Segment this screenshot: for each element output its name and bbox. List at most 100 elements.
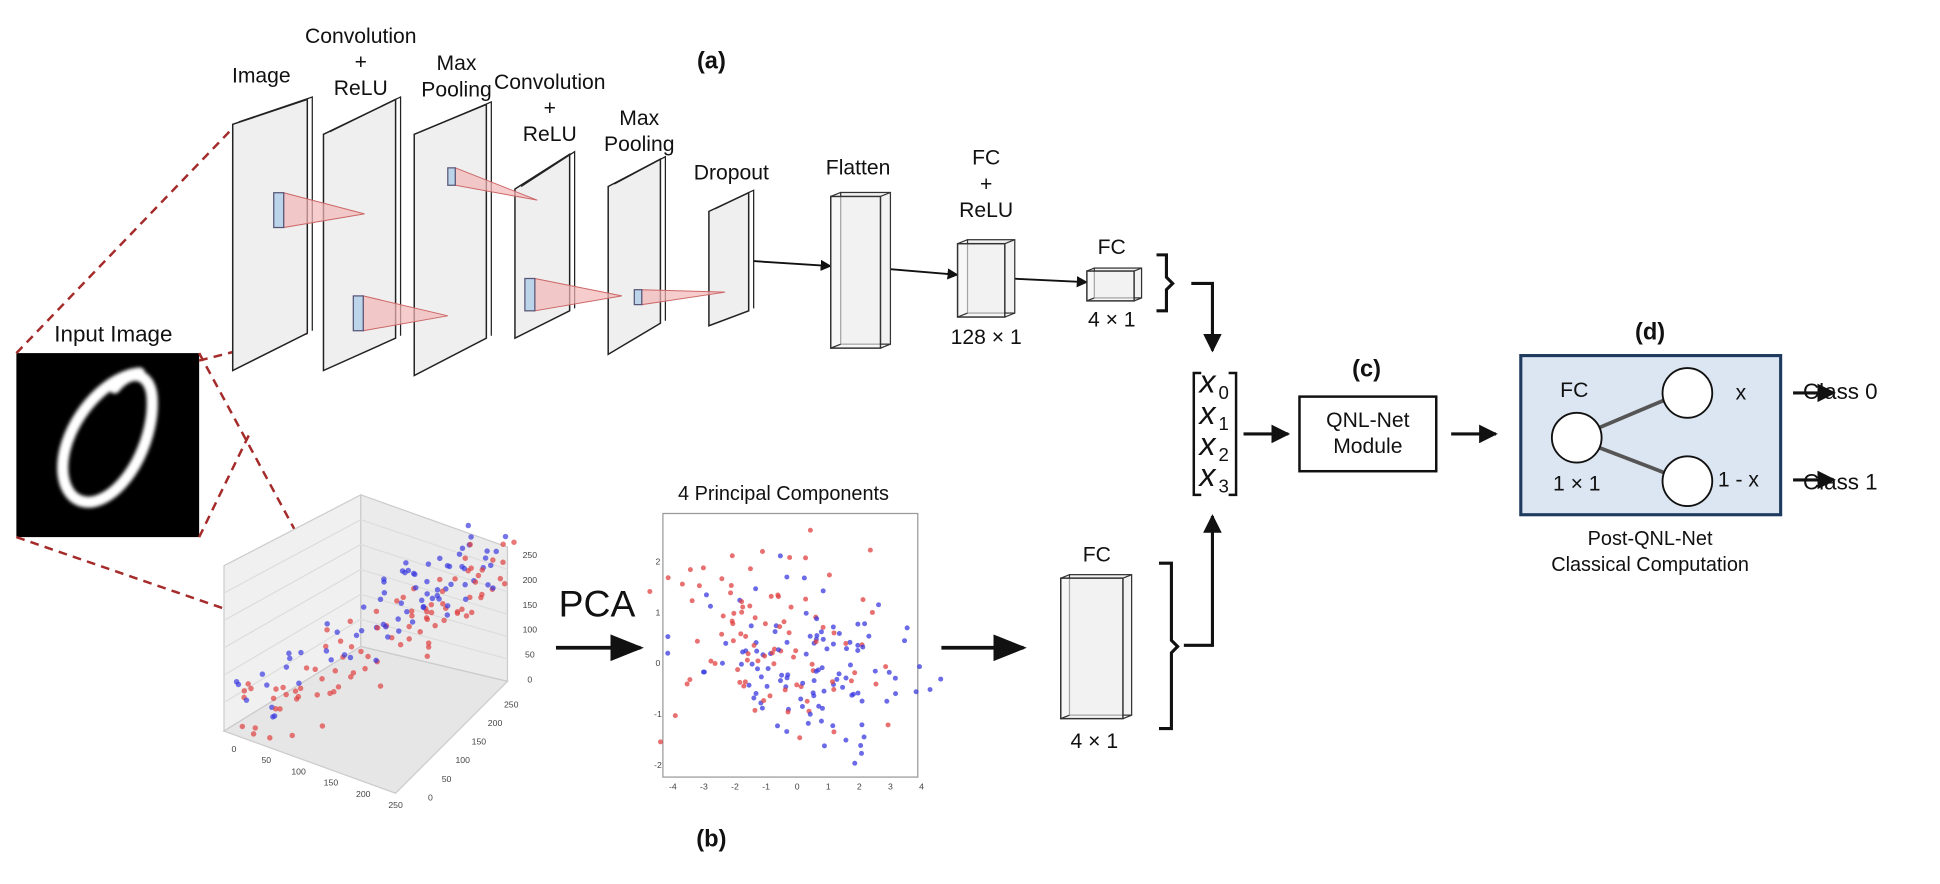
scatter-dot: [866, 633, 872, 639]
scatter-dot: [794, 682, 800, 688]
label: Class 1: [1803, 470, 1878, 495]
scatter-dot: [777, 624, 783, 630]
scatter-dot: [938, 676, 944, 682]
scatter-dot: [444, 603, 451, 609]
tick: -2: [731, 781, 739, 791]
plane: [231, 98, 309, 372]
scatter-dot: [850, 691, 856, 697]
scatter-dot: [467, 541, 473, 548]
scatter-dot: [277, 706, 283, 712]
label: Max: [619, 107, 659, 130]
scatter-dot: [803, 555, 809, 561]
box-edge: [1133, 297, 1142, 302]
tick: -3: [700, 781, 708, 791]
scatter-dot: [743, 633, 749, 639]
tick: 250: [504, 699, 519, 709]
scatter-dot: [424, 578, 430, 585]
plane-edge: [614, 155, 667, 321]
scatter-dot: [803, 610, 809, 616]
scatter-dot: [811, 678, 817, 684]
scatter-dot: [264, 682, 270, 688]
pane-grid: [360, 543, 508, 593]
scatter-dot: [816, 703, 822, 709]
scatter-dot: [708, 658, 714, 664]
scatter-dot: [791, 654, 797, 660]
scatter-dot: [297, 685, 304, 692]
plane: [708, 191, 750, 327]
scatter-dot: [665, 650, 671, 656]
scatter-dot: [419, 597, 425, 603]
scatter-dot: [728, 590, 734, 596]
scatter-dot: [425, 561, 432, 567]
scatter-dot: [243, 697, 250, 703]
scatter-dot: [913, 689, 919, 695]
scatter-dot: [432, 622, 438, 629]
plane-edge: [714, 189, 755, 309]
label: ReLU: [959, 199, 1013, 222]
tick: 200: [356, 789, 371, 799]
scatter-dot: [809, 661, 815, 667]
tick: 250: [388, 800, 403, 810]
scatter-dot: [720, 613, 726, 619]
plane-edge: [520, 150, 576, 309]
scatter-dot: [397, 641, 404, 648]
scatter-dot: [241, 688, 248, 694]
scatter-dot: [814, 633, 820, 639]
tick: 250: [523, 550, 538, 560]
scatter-dot: [396, 628, 402, 634]
label: Image: [232, 65, 291, 88]
scatter-dot: [719, 576, 725, 582]
scatter-dot: [859, 698, 865, 704]
scatter-dot: [826, 572, 832, 578]
scatter-dot: [337, 638, 344, 644]
scatter-dot: [341, 652, 348, 658]
scatter-dot: [860, 644, 866, 650]
scatter-dot: [700, 565, 706, 571]
scatter-dot: [239, 723, 246, 730]
scatter-dot: [859, 750, 865, 756]
label: +: [355, 51, 367, 74]
scatter-dot: [872, 668, 878, 674]
label: (b): [696, 827, 726, 853]
pane-grid: [223, 568, 362, 649]
pane-grid: [223, 519, 362, 594]
tick: 0: [232, 744, 237, 754]
tick: 0: [428, 793, 433, 803]
scatter-dot: [360, 604, 367, 610]
scatter-dot: [353, 632, 360, 639]
scatter-dot: [440, 601, 446, 607]
label: Input Image: [54, 322, 172, 347]
plane: [514, 152, 571, 340]
label: 1 × 1: [1553, 472, 1601, 495]
scatter-dot: [820, 588, 826, 594]
plane: [607, 157, 662, 356]
scatter-dot: [280, 684, 286, 691]
scatter-dot: [751, 642, 757, 648]
fc-edges: [1598, 398, 1665, 475]
label: ReLU: [334, 77, 388, 100]
pane-grid: [360, 519, 508, 571]
scatter-dot: [444, 612, 451, 618]
box-edge: [830, 343, 841, 349]
kernel: [447, 167, 456, 186]
scatter-dot: [737, 679, 743, 685]
label: FC: [1560, 379, 1588, 402]
label: ReLU: [523, 123, 577, 146]
tick: 200: [488, 718, 503, 728]
scatter-dot: [807, 711, 813, 717]
scatter-dot: [312, 666, 318, 672]
scatter-dot: [836, 631, 842, 636]
scatter-dot: [462, 555, 468, 561]
scatter-dot: [441, 617, 447, 624]
box-edge: [1086, 267, 1095, 272]
label: 128 × 1: [951, 326, 1022, 349]
label: Convolution: [305, 25, 417, 48]
box-front: [830, 195, 882, 349]
scatter-dot: [761, 698, 767, 704]
scatter-dot: [250, 731, 257, 737]
scatter-dot: [429, 595, 436, 602]
scatter-dot: [740, 604, 746, 610]
scatter-dot: [490, 585, 496, 591]
tick: 50: [442, 774, 452, 784]
scatter-dot: [844, 646, 849, 652]
